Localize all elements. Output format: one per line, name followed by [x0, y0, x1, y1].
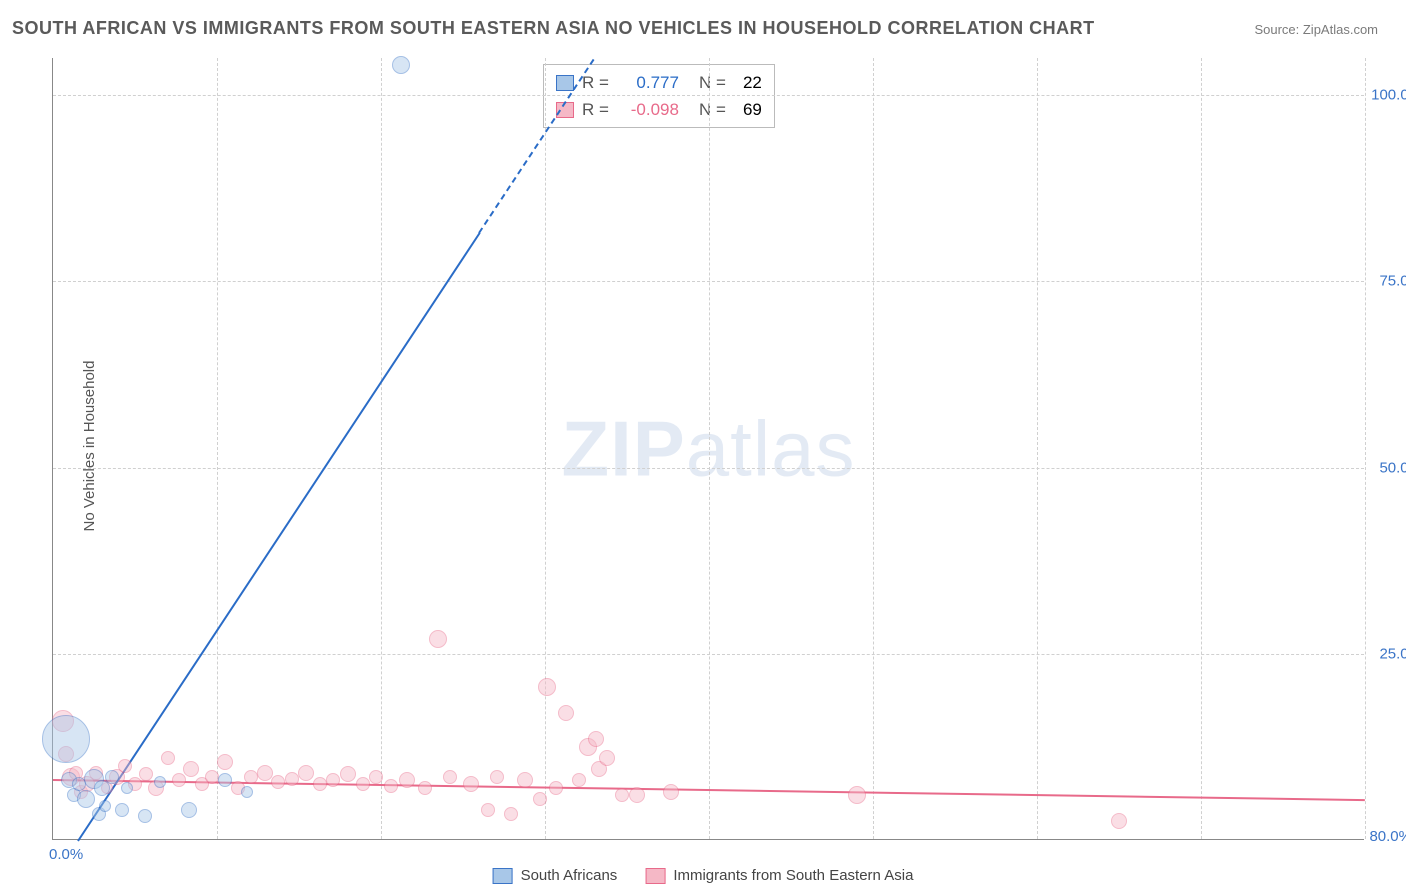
data-point-b: [271, 775, 285, 789]
data-point-b: [399, 772, 415, 788]
data-point-a: [392, 56, 410, 74]
legend: South Africans Immigrants from South Eas…: [493, 867, 914, 884]
data-point-b: [848, 786, 866, 804]
data-point-b: [217, 754, 233, 770]
regression-line-a: [77, 232, 480, 841]
legend-swatch-b: [645, 868, 665, 884]
data-point-b: [340, 766, 356, 782]
stat-r-label: R =: [582, 69, 609, 96]
data-point-a: [241, 786, 253, 798]
stat-n-value-b: 69: [734, 96, 762, 123]
x-tick-label: 0.0%: [49, 846, 83, 863]
data-point-a: [105, 770, 119, 784]
data-point-b: [139, 767, 153, 781]
data-point-a: [99, 800, 111, 812]
data-point-b: [172, 773, 186, 787]
regression-line-a-dash: [479, 58, 595, 233]
data-point-b: [429, 630, 447, 648]
y-tick-label: 100.0%: [1371, 87, 1406, 104]
legend-item-a: South Africans: [493, 867, 618, 884]
y-tick-label: 25.0%: [1379, 645, 1406, 662]
data-point-b: [313, 777, 327, 791]
data-point-b: [538, 678, 556, 696]
data-point-b: [443, 770, 457, 784]
gridline-v: [709, 58, 710, 839]
stat-r-value-a: 0.777: [617, 69, 679, 96]
data-point-b: [504, 807, 518, 821]
data-point-b: [384, 779, 398, 793]
stat-n-value-a: 22: [734, 69, 762, 96]
data-point-b: [298, 765, 314, 781]
plot-area: ZIPatlas R = 0.777 N = 22 R = -0.098 N =…: [52, 58, 1364, 840]
data-point-b: [588, 731, 604, 747]
source-label: Source: ZipAtlas.com: [1254, 22, 1378, 37]
data-point-b: [490, 770, 504, 784]
stat-swatch-a: [556, 75, 574, 91]
data-point-a: [154, 776, 166, 788]
data-point-b: [481, 803, 495, 817]
data-point-b: [463, 776, 479, 792]
data-point-a: [77, 790, 95, 808]
stat-n-label: N =: [699, 69, 726, 96]
data-point-b: [326, 773, 340, 787]
data-point-b: [572, 773, 586, 787]
data-point-a: [42, 715, 90, 763]
data-point-b: [1111, 813, 1127, 829]
data-point-b: [549, 781, 563, 795]
gridline-v: [1201, 58, 1202, 839]
data-point-a: [138, 809, 152, 823]
chart-title: SOUTH AFRICAN VS IMMIGRANTS FROM SOUTH E…: [12, 18, 1095, 39]
legend-label-a: South Africans: [521, 867, 618, 884]
legend-item-b: Immigrants from South Eastern Asia: [645, 867, 913, 884]
stat-r-value-b: -0.098: [617, 96, 679, 123]
data-point-b: [663, 784, 679, 800]
data-point-b: [183, 761, 199, 777]
data-point-b: [629, 787, 645, 803]
data-point-b: [533, 792, 547, 806]
data-point-b: [369, 770, 383, 784]
data-point-b: [205, 770, 219, 784]
gridline-v: [1365, 58, 1366, 839]
data-point-a: [218, 773, 232, 787]
data-point-b: [356, 777, 370, 791]
data-point-b: [615, 788, 629, 802]
gridline-v: [1037, 58, 1038, 839]
x-tick-label: 80.0%: [1369, 828, 1406, 845]
data-point-b: [599, 750, 615, 766]
data-point-b: [517, 772, 533, 788]
gridline-v: [545, 58, 546, 839]
data-point-a: [181, 802, 197, 818]
stat-row-a: R = 0.777 N = 22: [556, 69, 762, 96]
y-tick-label: 50.0%: [1379, 459, 1406, 476]
stat-n-label: N =: [699, 96, 726, 123]
data-point-b: [418, 781, 432, 795]
data-point-b: [558, 705, 574, 721]
legend-label-b: Immigrants from South Eastern Asia: [673, 867, 913, 884]
stat-r-label: R =: [582, 96, 609, 123]
gridline-v: [217, 58, 218, 839]
data-point-b: [118, 759, 132, 773]
y-tick-label: 75.0%: [1379, 273, 1406, 290]
data-point-a: [121, 782, 133, 794]
data-point-a: [115, 803, 129, 817]
gridline-v: [873, 58, 874, 839]
stat-row-b: R = -0.098 N = 69: [556, 96, 762, 123]
gridline-v: [381, 58, 382, 839]
data-point-b: [161, 751, 175, 765]
chart-container: SOUTH AFRICAN VS IMMIGRANTS FROM SOUTH E…: [0, 0, 1406, 892]
legend-swatch-a: [493, 868, 513, 884]
